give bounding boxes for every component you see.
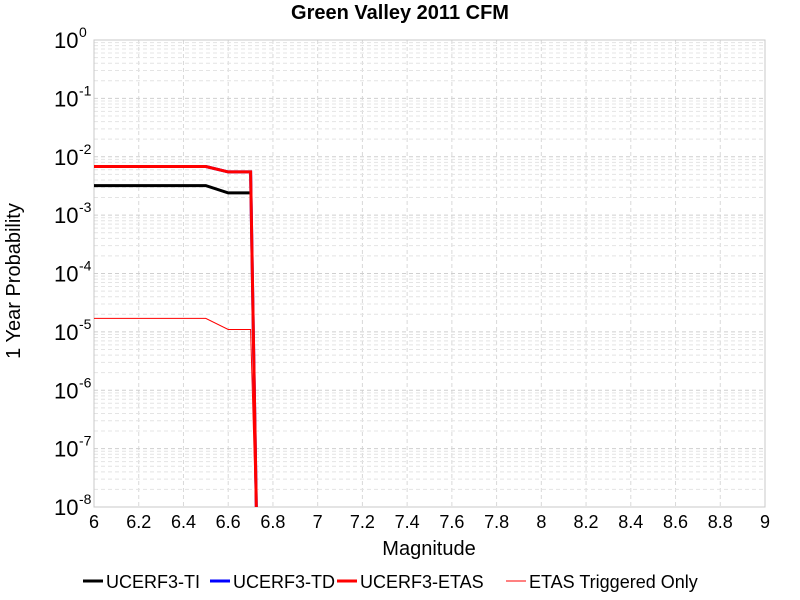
x-axis-ticks: 6 6.2 6.4 6.6 6.8 7 7.2 7.4 7.6 7.8 8 8.2 8.4 8.6 8.8 9 (89, 512, 770, 532)
x-tick-label: 6.6 (216, 512, 241, 532)
y-tick-exponent: -4 (79, 258, 92, 274)
y-tick-base: 10 (54, 86, 78, 111)
y-axis-label: 1 Year Probability (3, 203, 25, 359)
series-line-1 (94, 184, 251, 195)
y-tick-base: 10 (54, 320, 78, 345)
y-tick-exponent: 0 (79, 24, 87, 40)
x-tick-label: 6 (89, 512, 99, 532)
legend-item: UCERF3-TD (210, 572, 335, 592)
x-tick-label: 8.4 (618, 512, 643, 532)
grid (93, 40, 766, 508)
y-tick: 10 -3 (54, 199, 92, 228)
legend-item: ETAS Triggered Only (506, 572, 698, 592)
series-line-2 (94, 165, 258, 507)
legend-label: ETAS Triggered Only (529, 572, 698, 592)
x-tick-label: 8 (536, 512, 546, 532)
y-tick-exponent: -3 (79, 199, 92, 215)
y-tick: 10 -1 (54, 82, 92, 111)
x-axis-label: Magnitude (382, 538, 475, 560)
x-tick-label: 6.8 (260, 512, 285, 532)
x-tick-label: 6.4 (171, 512, 196, 532)
chart-title: Green Valley 2011 CFM (291, 2, 509, 24)
x-tick-label: 8.8 (708, 512, 733, 532)
y-tick-exponent: -7 (79, 433, 92, 449)
x-tick-label: 9 (760, 512, 770, 532)
plot-frame (93, 39, 766, 508)
y-tick-base: 10 (54, 437, 78, 462)
y-tick-exponent: -6 (79, 374, 92, 390)
x-tick-label: 7.8 (484, 512, 509, 532)
y-tick-base: 10 (54, 262, 78, 287)
y-tick: 10 -5 (54, 316, 92, 345)
legend-label: UCERF3-TI (106, 572, 200, 592)
y-tick-exponent: -8 (79, 491, 92, 507)
series-line-4 (94, 317, 257, 507)
y-tick: 10 0 (54, 24, 87, 53)
x-tick-label: 7.2 (350, 512, 375, 532)
x-tick-label: 7.4 (395, 512, 420, 532)
x-tick-label: 7 (313, 512, 323, 532)
x-tick-label: 8.2 (574, 512, 599, 532)
legend-item: UCERF3-TI (83, 572, 200, 592)
y-tick-base: 10 (54, 495, 78, 520)
y-tick-exponent: -1 (79, 82, 92, 98)
y-tick: 10 -6 (54, 374, 92, 403)
series-layer (94, 165, 258, 507)
legend: UCERF3-TI UCERF3-TD UCERF3-ETAS ETAS Trigge… (83, 572, 698, 592)
legend-item: UCERF3-ETAS (337, 572, 484, 592)
y-tick-exponent: -5 (79, 316, 92, 332)
y-tick: 10 -8 (54, 491, 92, 520)
legend-label: UCERF3-TD (233, 572, 335, 592)
y-tick-base: 10 (54, 378, 78, 403)
y-tick: 10 -4 (54, 258, 92, 287)
legend-label: UCERF3-ETAS (360, 572, 484, 592)
x-tick-label: 8.6 (663, 512, 688, 532)
y-tick-base: 10 (54, 203, 78, 228)
y-tick-base: 10 (54, 28, 78, 53)
x-tick-label: 7.6 (439, 512, 464, 532)
y-tick-exponent: -2 (79, 141, 92, 157)
y-tick: 10 -2 (54, 141, 92, 170)
series-line-3 (94, 165, 258, 507)
y-tick-base: 10 (54, 145, 78, 170)
y-tick: 10 -7 (54, 433, 92, 462)
x-tick-label: 6.2 (126, 512, 151, 532)
